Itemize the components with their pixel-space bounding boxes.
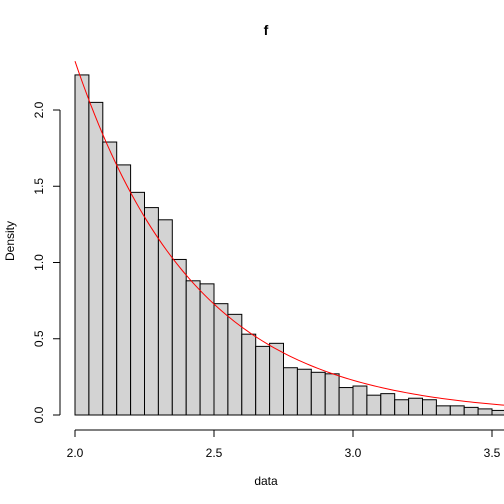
- histogram-bar: [213, 303, 229, 416]
- histogram-bar: [491, 409, 504, 416]
- histogram-bar: [394, 399, 410, 416]
- histogram-bar: [366, 394, 382, 416]
- y-tick-label: 2.0: [32, 101, 46, 118]
- histogram-bar: [310, 371, 326, 416]
- chart-title: f: [264, 22, 269, 38]
- histogram-bar: [241, 333, 257, 416]
- y-tick-label: 1.0: [32, 254, 46, 271]
- y-tick-label: 0.0: [32, 406, 46, 423]
- histogram-bar: [269, 342, 285, 416]
- x-tick-label: 3.5: [484, 446, 501, 460]
- histogram-bar: [338, 387, 354, 416]
- y-tick-label: 1.5: [32, 178, 46, 195]
- x-tick-label: 3.0: [345, 446, 362, 460]
- x-axis: 2.02.53.03.54.04.5: [67, 429, 504, 460]
- histogram-bar: [255, 345, 271, 416]
- histogram-bar: [171, 258, 187, 416]
- x-axis-label: data: [254, 474, 278, 488]
- histogram-bar: [227, 313, 243, 416]
- histogram-bar: [116, 164, 132, 416]
- histogram-bar: [435, 405, 451, 416]
- histogram-bar: [477, 408, 493, 416]
- histogram-bar: [144, 207, 159, 416]
- histogram-bar: [185, 280, 201, 416]
- histogram-bar: [408, 397, 424, 416]
- histogram-bar: [352, 385, 368, 416]
- histogram-bar: [422, 399, 437, 416]
- histogram-bar: [74, 74, 90, 416]
- histogram-bar: [283, 367, 298, 416]
- y-axis-label: Density: [3, 221, 17, 261]
- histogram-bar: [102, 141, 118, 416]
- bars-group: [74, 74, 504, 416]
- histogram-bar: [88, 101, 104, 416]
- y-tick-label: 0.5: [32, 330, 46, 347]
- histogram-bar: [463, 406, 479, 416]
- histogram-bar: [380, 393, 396, 416]
- histogram-bar: [199, 283, 215, 416]
- x-tick-label: 2.0: [67, 446, 84, 460]
- x-tick-label: 2.5: [206, 446, 223, 460]
- y-axis: 0.0 0.5 1.0 1.5 2.0: [32, 101, 61, 423]
- histogram-bar: [130, 191, 146, 416]
- histogram-bar: [449, 405, 465, 416]
- histogram-bar: [296, 368, 312, 416]
- density-curve: [74, 61, 504, 406]
- histogram-bar: [324, 373, 340, 416]
